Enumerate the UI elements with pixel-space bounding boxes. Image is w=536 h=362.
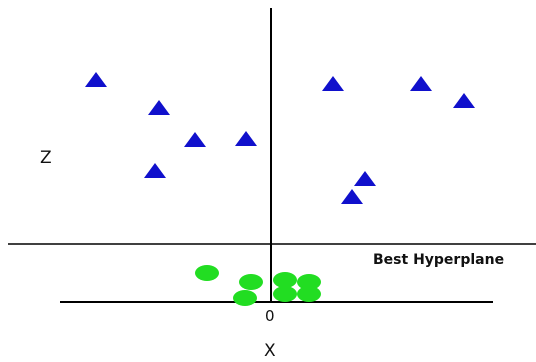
triangle-marker (144, 163, 166, 178)
circle-marker (273, 272, 297, 288)
z-axis-label: Z (40, 148, 52, 168)
circle-marker (297, 286, 321, 302)
x-axis-label: X (264, 341, 276, 361)
triangle-marker (148, 100, 170, 115)
circle-marker (297, 274, 321, 290)
triangle-marker (341, 189, 363, 204)
triangle-marker (410, 76, 432, 91)
circle-marker (273, 286, 297, 302)
triangle-marker (322, 76, 344, 91)
triangle-marker (85, 72, 107, 87)
circle-marker (239, 274, 263, 290)
origin-label: 0 (265, 307, 275, 325)
circle-marker (233, 290, 257, 306)
circle-group (195, 265, 321, 306)
triangle-marker (184, 132, 206, 147)
triangle-marker (453, 93, 475, 108)
circle-marker (195, 265, 219, 281)
hyperplane-label: Best Hyperplane (373, 252, 504, 268)
triangle-group (85, 72, 475, 204)
triangle-marker (354, 171, 376, 186)
triangle-marker (235, 131, 257, 146)
